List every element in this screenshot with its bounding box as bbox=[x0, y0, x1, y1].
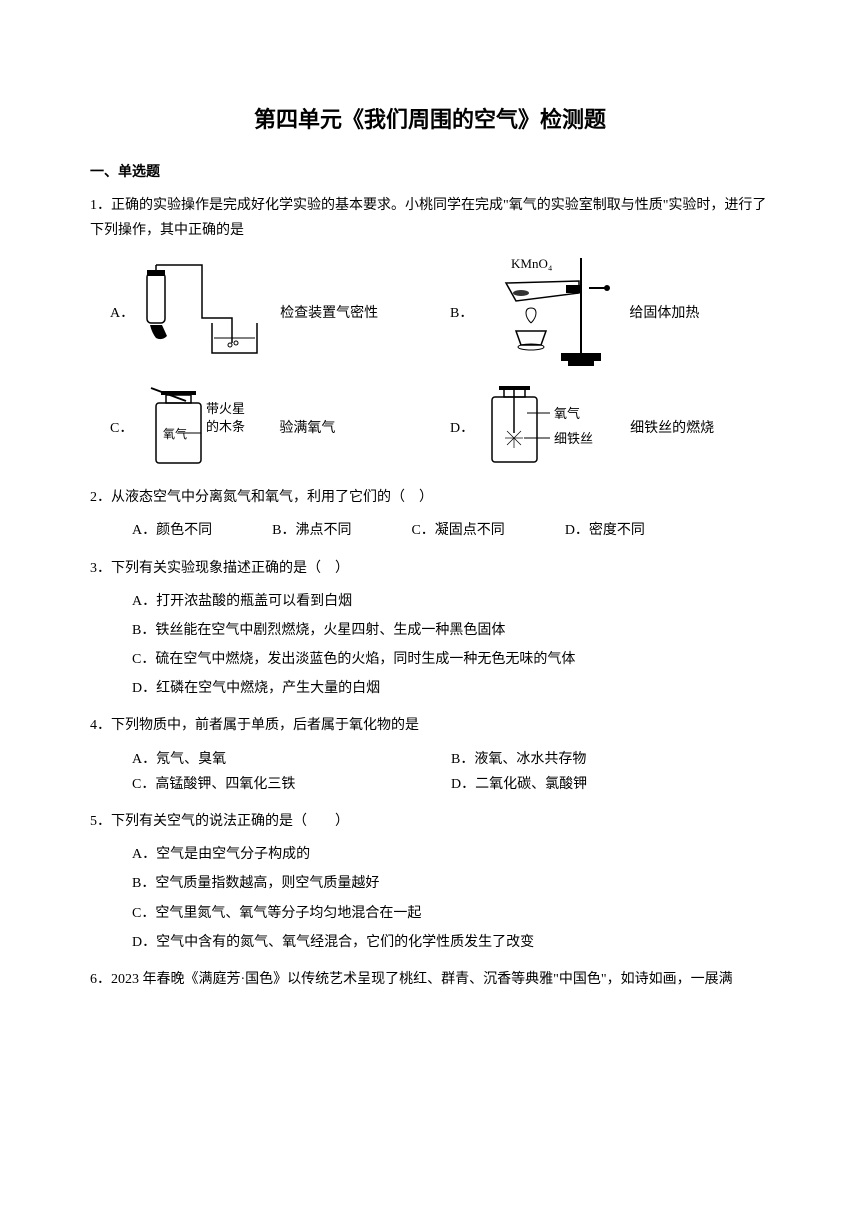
q4-stem: 4．下列物质中，前者属于单质，后者属于氧化物的是 bbox=[90, 713, 770, 738]
q5-optC: C．空气里氮气、氧气等分子均匀地混合在一起 bbox=[132, 901, 770, 926]
q2-optB: B．沸点不同 bbox=[272, 518, 351, 543]
q2-options: A．颜色不同 B．沸点不同 C．凝固点不同 D．密度不同 bbox=[90, 518, 770, 543]
q4-options-row2: C．高锰酸钾、四氧化三铁 D．二氧化碳、氯酸钾 bbox=[90, 772, 770, 797]
q5-optB: B．空气质量指数越高，则空气质量越好 bbox=[132, 871, 770, 896]
question-4: 4．下列物质中，前者属于单质，后者属于氧化物的是 A．氖气、臭氧 B．液氧、冰水… bbox=[90, 713, 770, 797]
svg-text:带火星: 带火星 bbox=[206, 401, 245, 416]
q1-optD: D． 氧气 细铁丝 细铁丝的燃烧 bbox=[450, 383, 714, 473]
q3-options: A．打开浓盐酸的瓶盖可以看到白烟 B．铁丝能在空气中剧烈燃烧，火星四射、生成一种… bbox=[90, 589, 770, 702]
question-3: 3．下列有关实验现象描述正确的是（ ） A．打开浓盐酸的瓶盖可以看到白烟 B．铁… bbox=[90, 556, 770, 702]
q3-stem: 3．下列有关实验现象描述正确的是（ ） bbox=[90, 556, 770, 581]
question-2: 2．从液态空气中分离氮气和氧气，利用了它们的（ ） A．颜色不同 B．沸点不同 … bbox=[90, 485, 770, 543]
q1-optD-caption: 细铁丝的燃烧 bbox=[630, 416, 714, 441]
q5-optD: D．空气中含有的氮气、氧气经混合，它们的化学性质发生了改变 bbox=[132, 930, 770, 955]
q1-optB-label: B． bbox=[450, 301, 473, 326]
q1-optA-label: A． bbox=[110, 301, 134, 326]
question-6: 6．2023 年春晚《满庭芳·国色》以传统艺术呈现了桃红、群青、沉香等典雅"中国… bbox=[90, 967, 770, 992]
q1-optB-caption: 给固体加热 bbox=[629, 301, 699, 326]
question-5: 5．下列有关空气的说法正确的是（ ） A．空气是由空气分子构成的 B．空气质量指… bbox=[90, 809, 770, 955]
q1-optA: A． 检查装置气密性 bbox=[110, 263, 450, 363]
q1-optD-label: D． bbox=[450, 416, 474, 441]
q1-optB: B． KMnO₄ 给固体加热 bbox=[450, 253, 699, 373]
q4-optA: A．氖气、臭氧 bbox=[132, 747, 451, 772]
q2-optA: A．颜色不同 bbox=[132, 518, 212, 543]
q5-options: A．空气是由空气分子构成的 B．空气质量指数越高，则空气质量越好 C．空气里氮气… bbox=[90, 842, 770, 955]
section-heading: 一、单选题 bbox=[90, 160, 770, 185]
q4-options-row1: A．氖气、臭氧 B．液氧、冰水共存物 bbox=[90, 747, 770, 772]
svg-text:细铁丝: 细铁丝 bbox=[554, 431, 593, 446]
apparatus-d-icon: 氧气 细铁丝 bbox=[482, 383, 622, 473]
svg-text:KMnO₄: KMnO₄ bbox=[511, 256, 553, 271]
page-title: 第四单元《我们周围的空气》检测题 bbox=[90, 100, 770, 140]
q3-optA: A．打开浓盐酸的瓶盖可以看到白烟 bbox=[132, 589, 770, 614]
apparatus-a-icon bbox=[142, 263, 272, 363]
q1-optC-caption: 验满氧气 bbox=[279, 416, 335, 441]
q3-optD: D．红磷在空气中燃烧，产生大量的白烟 bbox=[132, 676, 770, 701]
q1-row-ab: A． 检查装置气密性 B． KMnO₄ bbox=[90, 253, 770, 373]
q1-row-cd: C． 带火星 的木条 氧气 验满氧气 D． bbox=[90, 383, 770, 473]
q4-optD: D．二氧化碳、氯酸钾 bbox=[451, 772, 770, 797]
q3-optB: B．铁丝能在空气中剧烈燃烧，火星四射、生成一种黑色固体 bbox=[132, 618, 770, 643]
q1-stem: 1．正确的实验操作是完成好化学实验的基本要求。小桃同学在完成"氧气的实验室制取与… bbox=[90, 193, 770, 243]
q2-stem: 2．从液态空气中分离氮气和氧气，利用了它们的（ ） bbox=[90, 485, 770, 510]
q4-optB: B．液氧、冰水共存物 bbox=[451, 747, 770, 772]
question-1: 1．正确的实验操作是完成好化学实验的基本要求。小桃同学在完成"氧气的实验室制取与… bbox=[90, 193, 770, 473]
svg-text:的木条: 的木条 bbox=[206, 419, 245, 434]
q4-optC: C．高锰酸钾、四氧化三铁 bbox=[132, 772, 451, 797]
q1-optC: C． 带火星 的木条 氧气 验满氧气 bbox=[110, 383, 450, 473]
q3-optC: C．硫在空气中燃烧，发出淡蓝色的火焰，同时生成一种无色无味的气体 bbox=[132, 647, 770, 672]
apparatus-b-icon: KMnO₄ bbox=[481, 253, 621, 373]
q2-optC: C．凝固点不同 bbox=[411, 518, 504, 543]
svg-text:氧气: 氧气 bbox=[554, 406, 580, 421]
apparatus-c-icon: 带火星 的木条 氧气 bbox=[141, 383, 271, 473]
q1-optC-label: C． bbox=[110, 416, 133, 441]
q1-optA-caption: 检查装置气密性 bbox=[280, 301, 378, 326]
q2-optD: D．密度不同 bbox=[565, 518, 645, 543]
q6-stem: 6．2023 年春晚《满庭芳·国色》以传统艺术呈现了桃红、群青、沉香等典雅"中国… bbox=[90, 967, 770, 992]
svg-text:氧气: 氧气 bbox=[163, 426, 187, 441]
q5-optA: A．空气是由空气分子构成的 bbox=[132, 842, 770, 867]
q5-stem: 5．下列有关空气的说法正确的是（ ） bbox=[90, 809, 770, 834]
